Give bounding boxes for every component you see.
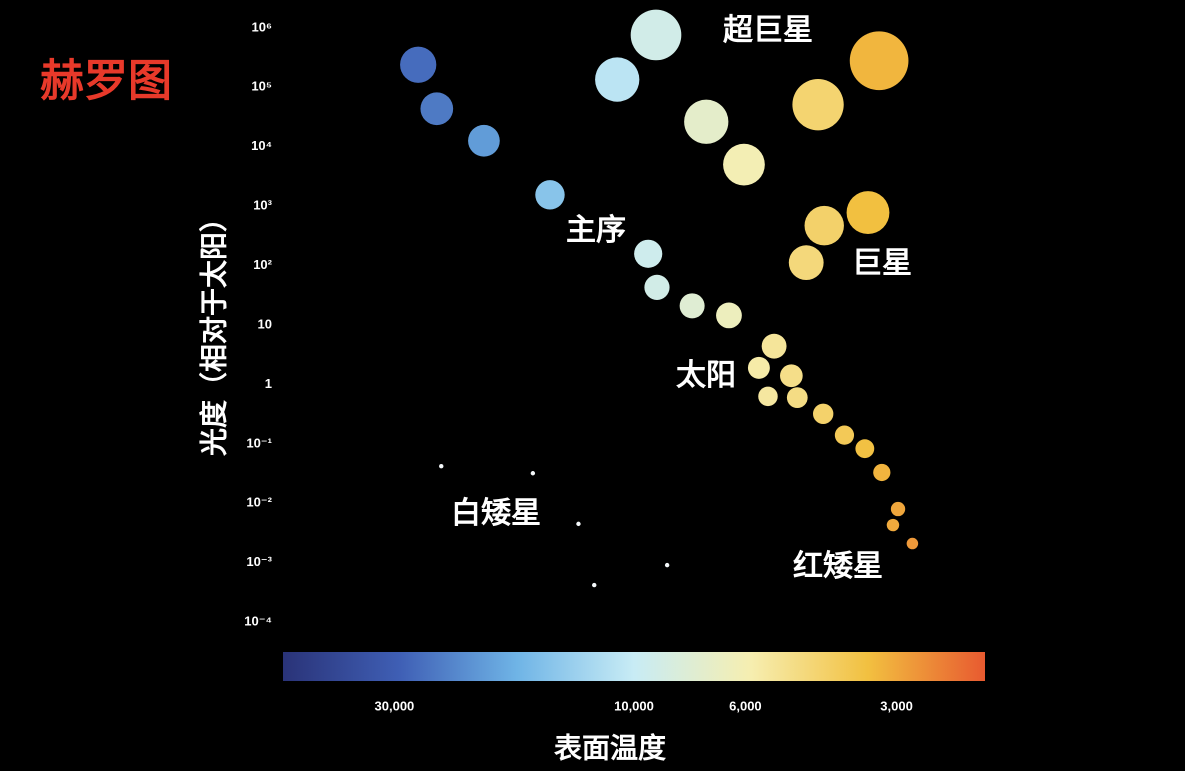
x-tick-label: 10,000 <box>614 698 654 713</box>
star <box>684 99 729 144</box>
y-tick-label: 10⁻¹ <box>246 435 272 450</box>
star <box>906 537 919 550</box>
star <box>813 403 834 425</box>
y-tick-label: 10⁶ <box>252 19 272 34</box>
y-tick-label: 10² <box>253 257 272 272</box>
annotation: 太阳 <box>676 359 736 392</box>
x-axis-label: 表面温度 <box>554 732 666 763</box>
y-tick-label: 10⁴ <box>251 138 272 153</box>
star <box>644 274 670 300</box>
star <box>576 521 581 527</box>
star <box>846 191 890 234</box>
x-tick-label: 30,000 <box>375 698 415 713</box>
star <box>747 356 770 379</box>
star <box>530 471 536 476</box>
star <box>400 46 437 83</box>
y-tick-label: 10⁻³ <box>246 554 272 569</box>
star <box>890 501 906 517</box>
star <box>634 239 663 268</box>
colorbar <box>283 652 985 681</box>
x-tick-label: 3,000 <box>880 698 913 713</box>
star <box>592 582 597 588</box>
star <box>786 387 808 408</box>
star <box>535 180 565 210</box>
star <box>630 9 682 61</box>
star <box>420 92 454 126</box>
y-tick-label: 10 <box>258 316 272 331</box>
annotation: 白矮星 <box>451 497 541 530</box>
star <box>664 562 670 568</box>
star <box>439 464 444 469</box>
annotation: 巨星 <box>852 247 912 280</box>
y-tick-label: 10⁻² <box>246 495 272 510</box>
star <box>780 364 803 388</box>
star <box>834 425 855 445</box>
star <box>873 463 891 482</box>
y-tick-label: 1 <box>265 376 272 391</box>
star <box>716 302 742 329</box>
star <box>758 386 778 407</box>
y-tick-label: 10³ <box>253 198 272 213</box>
star <box>886 518 900 532</box>
star <box>788 245 824 281</box>
x-tick-label: 6,000 <box>729 698 762 713</box>
star <box>804 205 844 246</box>
annotation: 超巨星 <box>723 14 813 47</box>
chart-title: 赫罗图 <box>40 57 172 106</box>
star <box>792 79 844 131</box>
y-tick-label: 10⁻⁴ <box>244 614 272 629</box>
star <box>849 31 909 91</box>
star <box>855 439 875 459</box>
annotation: 红矮星 <box>793 550 883 583</box>
annotation: 主序 <box>566 213 626 247</box>
star <box>595 57 640 102</box>
y-axis-label: 光度（相对于太阳） <box>197 204 229 457</box>
star <box>468 124 500 157</box>
star <box>761 333 787 359</box>
y-tick-label: 10⁵ <box>251 79 272 94</box>
star <box>679 293 705 319</box>
star <box>723 143 765 186</box>
